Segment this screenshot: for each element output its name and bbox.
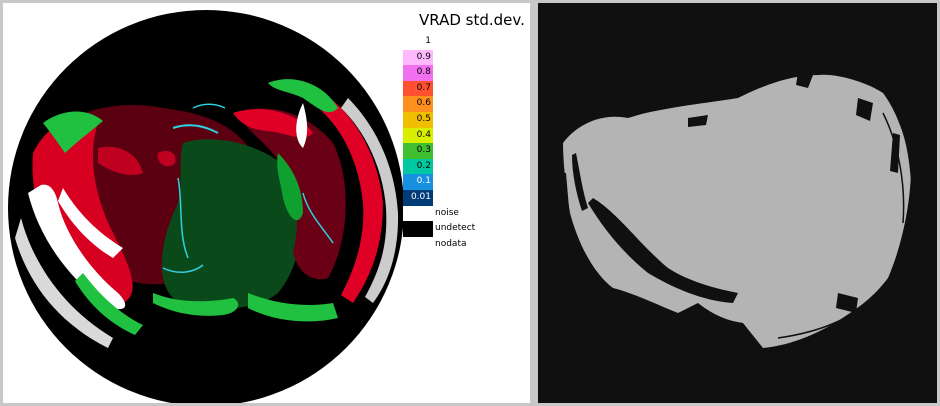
legend-swatch: 0.7 <box>403 80 433 97</box>
legend-swatch: 0.8 <box>403 65 433 81</box>
mask-image <box>552 73 914 348</box>
radar-mask-panel <box>538 3 937 403</box>
legend-category-label: undetect <box>435 223 476 234</box>
legend-swatch: 0.6 <box>403 96 433 112</box>
legend-swatch: 0.1 <box>403 174 433 190</box>
legend-title: VRAD std.dev. <box>419 11 525 29</box>
legend-swatch: 0.01 <box>403 190 433 206</box>
radar-image <box>8 10 404 403</box>
mask-voids <box>558 73 900 313</box>
legend-category-label: noise <box>435 207 459 218</box>
legend-swatch: 0.3 <box>403 143 433 159</box>
legend-category-swatch <box>403 205 433 222</box>
legend-swatch: 0.9 <box>403 49 433 66</box>
radar-stddev-panel: VRAD std.dev. 1 0.9 0.8 0.7 0.6 0.5 0.4 0.3 0.2 0… <box>3 3 530 403</box>
legend-swatch: 0.2 <box>403 158 433 175</box>
legend-swatch: 0.4 <box>403 127 433 144</box>
legend-category-swatch <box>403 221 433 237</box>
legend-category-swatch <box>403 236 433 253</box>
mask-range-rings <box>552 102 914 344</box>
legend-category-label: nodata <box>435 238 467 249</box>
radar-echo-field <box>15 79 399 348</box>
legend-swatch: 1 <box>403 34 433 50</box>
mask-coverage-area <box>563 74 911 348</box>
legend-swatch: 0.5 <box>403 112 433 128</box>
